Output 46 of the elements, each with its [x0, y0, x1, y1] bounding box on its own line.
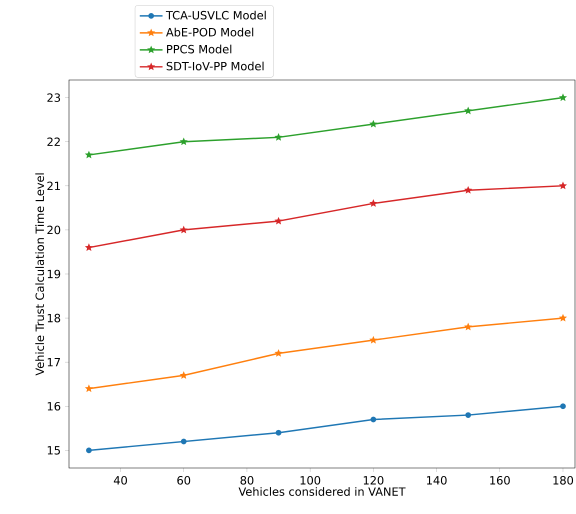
y-axis-title: Vehicle Trust Calculation Time Level: [35, 173, 44, 376]
point: [86, 447, 92, 454]
point: [369, 120, 378, 128]
x-tick-label: 160: [490, 476, 510, 485]
point: [558, 314, 568, 322]
point: [558, 93, 568, 102]
x-tick-label: 140: [427, 476, 447, 485]
y-tick-label: 23: [47, 93, 60, 102]
x-axis-title: Vehicles considered in VANET: [238, 487, 406, 496]
point: [274, 349, 283, 357]
point: [465, 412, 472, 418]
x-tick-label: 120: [364, 476, 384, 485]
point: [558, 182, 568, 190]
y-tick-label: 21: [47, 182, 60, 190]
point: [464, 186, 472, 194]
point: [369, 336, 378, 344]
point: [370, 416, 376, 422]
point: [560, 403, 566, 410]
point: [180, 438, 187, 444]
legend-label: AbE-POD Model: [166, 28, 254, 36]
x-tick-label: 40: [114, 476, 127, 485]
legend-label: SDT-IoV-PP Model: [166, 62, 264, 70]
y-tick-label: 19: [48, 270, 60, 278]
point: [84, 243, 93, 251]
point: [464, 106, 472, 114]
point: [180, 226, 188, 234]
y-tick-label: 20: [47, 226, 60, 234]
y-tick-label: 15: [48, 446, 60, 455]
x-tick-label: 80: [240, 476, 254, 485]
legend-label: TCA-USVLC Model: [166, 10, 266, 20]
y-tick-label: 18: [48, 314, 60, 322]
point: [274, 216, 283, 225]
point: [84, 150, 93, 158]
x-tick-label: 100: [300, 476, 320, 485]
y-tick-label: 22: [47, 138, 60, 146]
point: [274, 133, 283, 141]
legend-label: PPCS Model: [167, 44, 232, 54]
y-tick-label: 17: [48, 358, 60, 366]
y-tick-label: 16: [48, 402, 60, 411]
point: [180, 137, 188, 146]
x-tick-label: 180: [553, 476, 574, 485]
point: [276, 430, 282, 436]
x-tick-label: 60: [177, 476, 190, 485]
point: [464, 322, 472, 330]
point: [369, 199, 378, 207]
point: [84, 384, 93, 392]
